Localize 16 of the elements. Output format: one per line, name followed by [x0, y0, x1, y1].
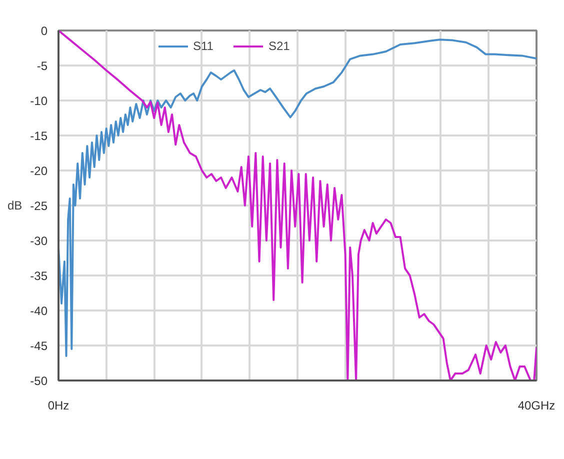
legend-label: S21 — [268, 39, 290, 53]
y-tick-label: -25 — [30, 199, 48, 213]
y-tick-label: -5 — [36, 59, 48, 73]
y-tick-label: -40 — [30, 304, 48, 318]
y-axis-title: dB — [7, 198, 22, 212]
y-tick-label: -35 — [30, 269, 48, 283]
y-tick-label: -50 — [30, 374, 48, 388]
y-tick-label: -15 — [30, 129, 48, 143]
y-tick-label: -30 — [30, 234, 48, 248]
y-tick-label: -10 — [30, 94, 48, 108]
x-tick-label: 0Hz — [48, 398, 70, 412]
x-tick-label: 40GHz — [518, 398, 556, 412]
y-tick-label: -45 — [30, 339, 48, 353]
legend-label: S11 — [193, 39, 214, 53]
y-tick-label: -20 — [30, 164, 48, 178]
y-tick-label: 0 — [40, 24, 48, 38]
